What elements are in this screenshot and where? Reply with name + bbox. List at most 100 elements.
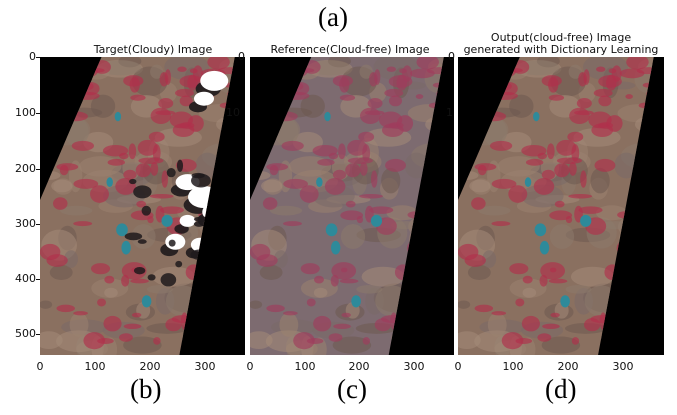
land-texture-patch: [487, 312, 507, 337]
land-texture-patch: [150, 64, 164, 79]
vegetation-patch: [177, 66, 187, 72]
vegetation-patch: [330, 274, 339, 287]
vegetation-patch: [509, 263, 529, 275]
land-texture-patch: [279, 312, 299, 337]
vegetation-patch: [596, 66, 606, 72]
land-texture-patch: [259, 264, 283, 281]
water-body: [351, 295, 361, 308]
land-texture-patch: [568, 64, 583, 79]
water-body: [370, 214, 383, 227]
vegetation-patch: [123, 169, 137, 180]
water-body: [106, 177, 113, 188]
vegetation-patch: [313, 315, 332, 332]
land-texture-patch: [261, 179, 283, 193]
land-texture-patch: [60, 205, 93, 216]
vegetation-patch: [358, 131, 375, 142]
panel-d-image: [458, 57, 664, 355]
vegetation-patch: [56, 304, 75, 313]
vegetation-patch: [71, 140, 95, 151]
water-body: [534, 223, 547, 237]
vegetation-patch: [324, 178, 346, 195]
x-tick-300: 300: [403, 360, 425, 373]
vegetation-patch: [281, 140, 304, 151]
vegetation-patch: [333, 323, 351, 330]
vegetation-patch: [164, 69, 171, 85]
vegetation-patch: [207, 57, 230, 70]
land-texture-patch: [273, 250, 288, 268]
cloud-shadow: [141, 205, 152, 216]
stray-label-p1-zero: 0: [238, 50, 245, 63]
land-texture-patch: [64, 250, 79, 268]
water-body: [533, 111, 540, 122]
vegetation-patch: [266, 304, 285, 313]
land-texture-patch: [123, 336, 162, 354]
vegetation-patch: [471, 197, 486, 210]
land-texture-patch: [509, 94, 534, 118]
y-tick-300: 300: [15, 217, 36, 230]
vegetation-patch: [119, 333, 133, 342]
cloud: [179, 214, 196, 227]
vegetation-patch: [542, 323, 560, 330]
panel-d-title-line1: Output(cloud-free) Image: [490, 31, 632, 44]
land-texture-patch: [332, 336, 372, 354]
vegetation-patch: [386, 66, 397, 72]
water-body: [330, 240, 341, 255]
panel-d-title-line2: generated with Dictionary Learning: [463, 43, 659, 56]
vegetation-patch: [556, 139, 577, 156]
vegetation-patch: [458, 243, 479, 261]
vegetation-patch: [339, 94, 356, 101]
vegetation-patch: [97, 338, 114, 344]
cloud-shadow: [176, 159, 184, 172]
vegetation-patch: [158, 98, 174, 109]
y-tickmark-200: [36, 169, 40, 170]
vegetation-patch: [130, 278, 149, 284]
x-tick-0: 0: [246, 360, 254, 373]
cloud-shadow: [191, 172, 205, 179]
panel-c-title: Reference(Cloud-free) Image: [270, 43, 430, 56]
vegetation-patch: [369, 206, 394, 214]
water-body: [121, 240, 131, 255]
y-tick-400: 400: [15, 272, 36, 285]
vegetation-patch: [328, 333, 343, 342]
land-texture-patch: [51, 179, 73, 193]
cloud: [194, 91, 214, 106]
panel-b-image: [40, 57, 245, 355]
vegetation-patch: [137, 139, 158, 156]
vegetation-patch: [548, 278, 568, 284]
land-texture-patch: [356, 284, 383, 294]
land-texture-patch: [549, 224, 575, 249]
vegetation-patch: [306, 298, 316, 307]
vegetation-patch: [525, 158, 544, 166]
vegetation-patch: [522, 275, 533, 284]
vegetation-patch: [568, 193, 593, 199]
vegetation-patch: [56, 163, 79, 171]
vegetation-patch: [548, 94, 565, 101]
land-texture-patch: [467, 264, 491, 281]
vegetation-patch: [339, 76, 350, 93]
vegetation-patch: [73, 311, 88, 316]
cloud-shadow: [175, 260, 183, 268]
vegetation-patch: [539, 274, 548, 287]
vegetation-patch: [416, 57, 439, 70]
cloud-shadow: [129, 178, 137, 185]
vegetation-patch: [568, 161, 577, 176]
land-texture-patch: [300, 94, 325, 118]
vegetation-patch: [384, 88, 404, 98]
vegetation-patch: [583, 69, 590, 85]
vegetation-patch: [123, 323, 142, 330]
vegetation-patch: [40, 243, 61, 261]
vegetation-patch: [576, 98, 592, 109]
vegetation-patch: [147, 215, 154, 224]
water-body: [141, 295, 152, 308]
vegetation-patch: [619, 68, 645, 79]
vegetation-patch: [175, 88, 194, 98]
vegetation-patch: [533, 178, 555, 195]
land-texture-patch: [146, 284, 173, 294]
vegetation-patch: [121, 274, 130, 287]
vegetation-patch: [73, 178, 99, 189]
vegetation-patch: [593, 88, 613, 98]
vegetation-patch: [367, 98, 383, 109]
land-texture-patch: [104, 287, 118, 298]
x-tick-0: 0: [454, 360, 462, 373]
vegetation-patch: [165, 318, 182, 332]
